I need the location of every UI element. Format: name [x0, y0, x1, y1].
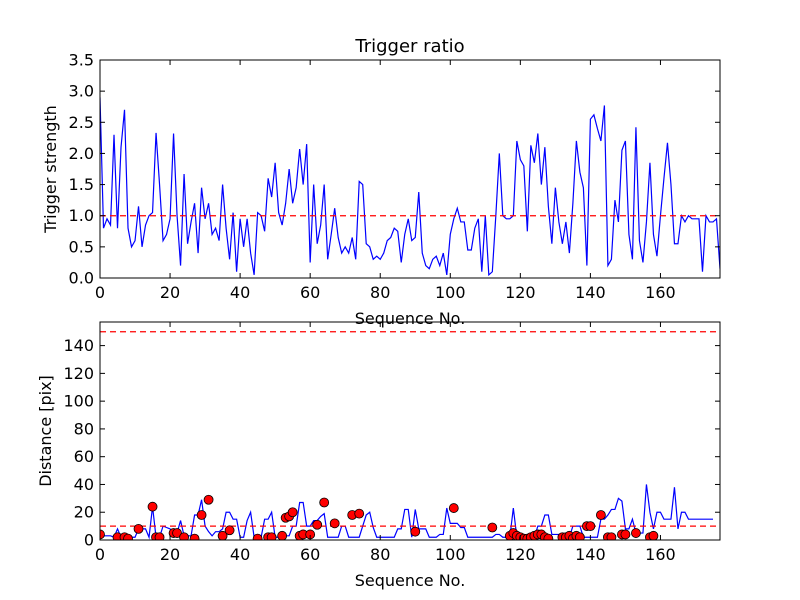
data-point-marker	[543, 533, 554, 540]
x-tick-label: 120	[505, 545, 536, 564]
data-point-marker	[154, 532, 165, 540]
trigger-ratio-panel: 0 20 40 60 80 100 120 140 160 0.0 0.5 1.0 1.5 2.0 2.5 3…	[41, 36, 721, 328]
data-point-marker	[287, 507, 298, 518]
data-point-marker	[585, 521, 596, 532]
y-axis-label: Trigger strength	[41, 105, 60, 234]
x-tick-label: 20	[160, 283, 180, 302]
x-tick-label: 40	[230, 545, 250, 564]
x-tick-label: 80	[370, 545, 390, 564]
data-point-marker	[224, 525, 235, 536]
data-point-marker	[329, 518, 340, 529]
y-tick-label: 0.0	[69, 269, 94, 288]
y-tick-label: 120	[63, 364, 94, 383]
data-point-marker	[312, 519, 323, 530]
data-point-marker	[648, 530, 659, 540]
x-tick-label: 140	[575, 545, 606, 564]
data-point-marker	[620, 529, 631, 540]
series-line	[100, 484, 713, 540]
y-tick-label: 1.5	[69, 175, 94, 194]
data-point-marker	[606, 532, 617, 540]
y-tick-label: 1.0	[69, 206, 94, 225]
plot-frame	[99, 59, 721, 279]
y-tick-label: 100	[63, 392, 94, 411]
x-tick-label: 20	[160, 545, 180, 564]
y-tick-label: 3.0	[69, 82, 94, 101]
x-tick-label: 160	[645, 545, 676, 564]
y-tick-label: 2.5	[69, 113, 94, 132]
data-point-marker	[410, 526, 421, 537]
plot-frame	[99, 321, 721, 541]
y-tick-label: 40	[74, 475, 94, 494]
y-axis-label: Distance [pix]	[36, 375, 55, 487]
y-tick-label: 60	[74, 447, 94, 466]
data-point-marker	[196, 510, 207, 520]
y-tick-label: 20	[74, 503, 94, 522]
x-tick-label: 140	[575, 283, 606, 302]
x-tick-label: 60	[300, 545, 320, 564]
x-tick-label: 80	[370, 283, 390, 302]
data-point-marker	[487, 522, 498, 533]
data-point-marker	[596, 510, 606, 520]
x-tick-label: 160	[645, 283, 676, 302]
data-point-marker	[133, 523, 144, 534]
data-point-marker	[277, 530, 288, 540]
data-point-marker	[252, 533, 263, 540]
x-tick-label: 100	[435, 283, 466, 302]
data-point-marker	[448, 503, 459, 513]
y-tick-label: 3.5	[69, 51, 94, 70]
distance-panel: 0 20 40 60 80 100 120 140 160 0 20 40 60 80 100 120 140 S…	[36, 321, 721, 590]
data-point-marker	[354, 508, 365, 519]
data-point-marker	[631, 528, 641, 538]
y-tick-label: 80	[74, 419, 94, 438]
data-point-marker	[147, 501, 158, 512]
x-tick-label: 120	[505, 283, 536, 302]
data-point-marker	[179, 532, 189, 540]
data-point-marker	[203, 494, 214, 505]
y-tick-label: 2.0	[69, 144, 94, 163]
x-axis-label: Sequence No.	[355, 309, 466, 328]
y-tick-label: 0	[84, 531, 94, 550]
data-point-marker	[123, 533, 133, 540]
y-tick-label: 140	[63, 336, 94, 355]
data-point-marker	[217, 530, 228, 540]
x-tick-label: 40	[230, 283, 250, 302]
x-tick-label: 0	[95, 283, 105, 302]
x-tick-label: 0	[95, 545, 105, 564]
data-point-marker	[189, 533, 200, 540]
x-tick-label: 100	[435, 545, 466, 564]
data-point-marker	[319, 497, 330, 508]
x-axis-label: Sequence No.	[355, 571, 466, 590]
data-point-marker	[574, 532, 585, 540]
data-point-marker	[100, 529, 105, 540]
x-tick-label: 60	[300, 283, 320, 302]
y-tick-label: 0.5	[69, 237, 94, 256]
chart-title: Trigger ratio	[354, 36, 464, 57]
data-point-marker	[266, 532, 277, 540]
